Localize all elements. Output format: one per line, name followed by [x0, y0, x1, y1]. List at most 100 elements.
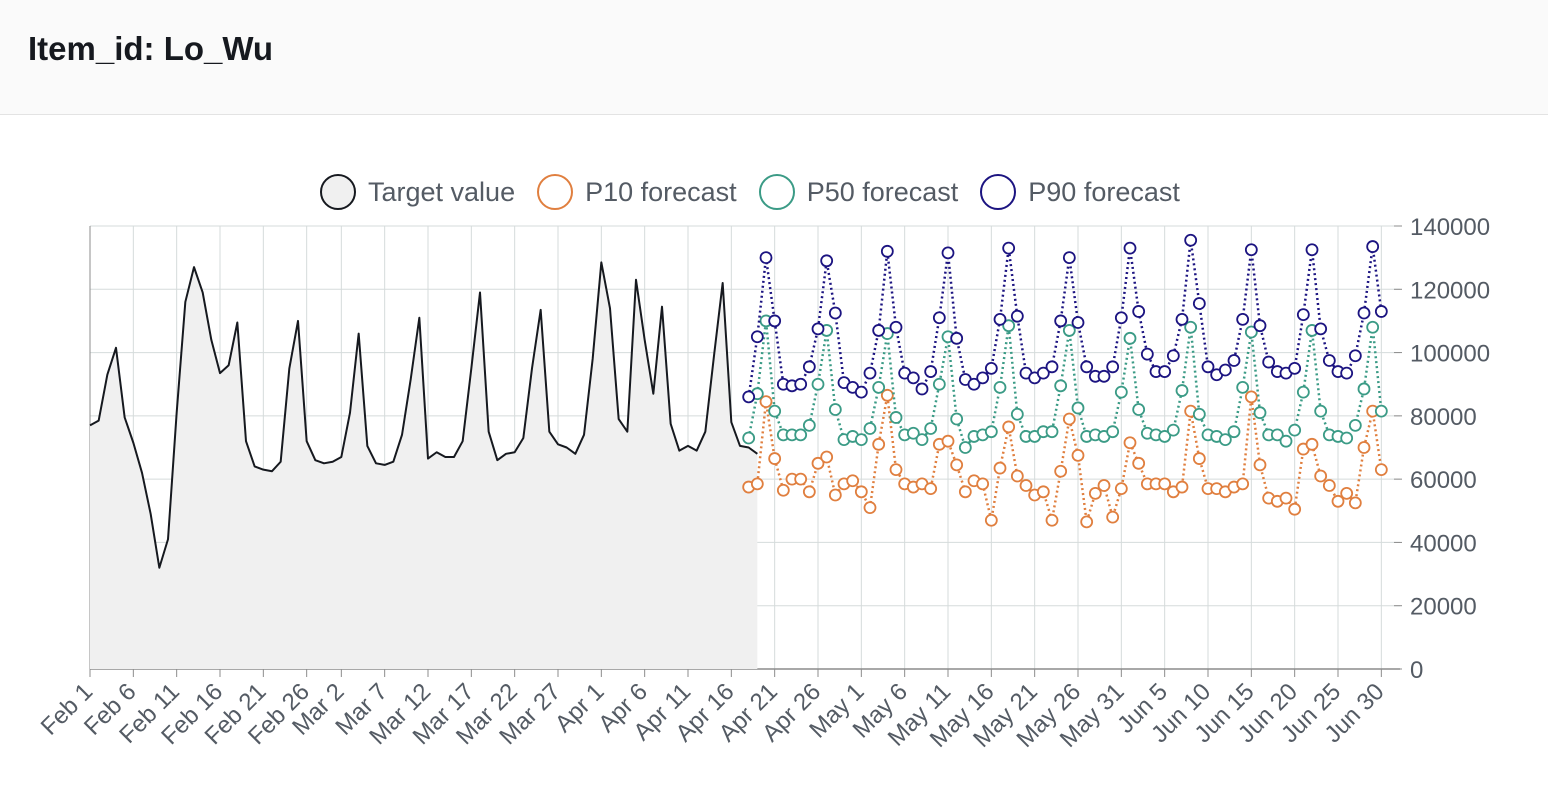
p90-forecast-point	[993, 312, 1007, 326]
legend-label: P90 forecast	[1028, 176, 1180, 207]
y-tick-label: 140000	[1410, 214, 1490, 241]
p50-forecast-point	[854, 433, 868, 446]
p90-forecast-point	[1314, 322, 1328, 336]
p90-forecast-point	[1166, 349, 1180, 363]
p90-forecast-point	[742, 390, 756, 404]
p10-forecast-point	[1045, 513, 1059, 527]
p90-forecast-point	[1296, 308, 1310, 322]
p50-forecast-point	[915, 433, 929, 446]
target-value-line	[89, 261, 758, 569]
p10-forecast-point	[776, 483, 790, 497]
legend-item-p50[interactable]: P50 forecast	[758, 174, 959, 210]
p10-forecast-point	[984, 513, 998, 527]
p50-forecast-point	[1227, 425, 1241, 439]
page-title: Item_id: Lo_Wu	[28, 30, 274, 67]
p90-forecast-point	[1288, 361, 1302, 375]
p50-forecast-point	[1340, 431, 1354, 445]
p10-forecast-point	[1062, 412, 1076, 426]
p10-forecast-point	[1314, 469, 1328, 483]
legend-item-p10[interactable]: P10 forecast	[537, 174, 737, 210]
p90-forecast-point	[811, 322, 825, 336]
legend-item-p90[interactable]: P90 forecast	[980, 174, 1180, 210]
p50-forecast-point	[828, 403, 842, 416]
p90-forecast-point	[1227, 354, 1241, 367]
p50-forecast-point	[889, 411, 903, 424]
p10-forecast-point	[802, 485, 816, 499]
p10-forecast-point	[750, 477, 764, 491]
p50-forecast-point	[1054, 379, 1068, 393]
p10-forecast-point	[1279, 491, 1293, 505]
p50-forecast-point	[1158, 430, 1172, 443]
header-bar: Item_id: Lo_Wu	[0, 0, 1548, 115]
p50-forecast-point	[958, 441, 972, 454]
p10-forecast-point	[941, 434, 955, 448]
p90-forecast-point	[1080, 360, 1094, 374]
p50-forecast-point	[802, 418, 816, 432]
p90-forecast-point	[1357, 306, 1371, 320]
p90-forecast-point	[1374, 305, 1388, 318]
legend-label: P50 forecast	[806, 176, 959, 207]
p10-forecast-point	[924, 482, 938, 496]
y-tick-label: 80000	[1410, 404, 1477, 431]
p10-forecast-point	[1305, 437, 1319, 451]
p10-forecast-point	[889, 463, 903, 477]
chart-legend: Target value P10 forecast P50 forecast P…	[320, 170, 1202, 214]
p10-forecast-point	[1374, 463, 1388, 477]
p90-forecast-point	[880, 244, 894, 258]
p90-forecast-point	[906, 371, 920, 385]
p90-forecast-point	[854, 385, 868, 399]
p10-forecast-point	[1088, 486, 1102, 500]
legend-swatch-p50	[758, 174, 795, 210]
y-tick-label: 0	[1410, 657, 1423, 684]
p10-forecast-point	[828, 488, 842, 502]
p50-forecast-point	[1253, 406, 1267, 420]
p10-forecast-point	[958, 485, 972, 499]
p90-forecast-point	[1002, 241, 1016, 255]
p90-forecast-point	[1036, 366, 1050, 380]
p90-forecast-point	[794, 377, 808, 391]
p90-forecast-point	[915, 382, 929, 396]
p10-forecast-point	[1132, 456, 1146, 470]
p90-forecast-point	[941, 246, 955, 260]
p90-forecast-point	[1045, 360, 1059, 374]
p90-forecast-point	[1236, 312, 1250, 326]
p90-forecast-point	[1054, 314, 1068, 328]
p90-forecast-point	[1322, 354, 1336, 367]
p90-forecast-point	[924, 365, 938, 378]
legend-label: P10 forecast	[585, 176, 737, 207]
p10-forecast-point	[1002, 420, 1016, 434]
p50-forecast-point	[1175, 384, 1189, 397]
p90-forecast-point	[1140, 347, 1154, 361]
p10-forecast-point	[863, 501, 877, 515]
p90-forecast-point	[1201, 360, 1215, 374]
target-value-area	[90, 262, 758, 669]
p10-forecast-point	[950, 458, 964, 472]
p90-forecast-point	[872, 324, 886, 337]
p90-forecast-point	[1175, 312, 1189, 326]
p10-forecast-point	[1010, 469, 1024, 483]
p90-forecast-point	[1192, 297, 1206, 310]
p50-forecast-point	[932, 377, 946, 391]
p50-forecast-point	[1166, 423, 1180, 437]
p50-forecast-point	[1357, 382, 1371, 396]
p50-forecast-point	[906, 426, 920, 440]
p90-forecast-point	[1123, 241, 1137, 255]
p50-forecast-point	[1366, 320, 1380, 334]
p10-forecast-point	[1097, 479, 1111, 492]
p50-forecast-point	[1192, 407, 1206, 421]
p50-forecast-point	[1114, 385, 1128, 399]
p90-forecast-point	[1158, 365, 1172, 378]
p90-forecast-point	[1305, 243, 1319, 257]
p50-forecast-point	[1279, 434, 1293, 448]
p10-forecast-point	[1036, 485, 1050, 499]
p50-forecast-point	[1244, 325, 1258, 339]
p90-forecast-point	[950, 331, 964, 345]
p90-forecast-point	[984, 361, 998, 375]
p10-forecast-point	[1331, 494, 1345, 508]
legend-item-target[interactable]: Target value	[320, 174, 515, 210]
y-tick-label: 100000	[1410, 341, 1490, 368]
p50-forecast-point	[1010, 407, 1024, 421]
p90-forecast-point	[967, 377, 981, 391]
p10-forecast-point	[872, 437, 886, 451]
